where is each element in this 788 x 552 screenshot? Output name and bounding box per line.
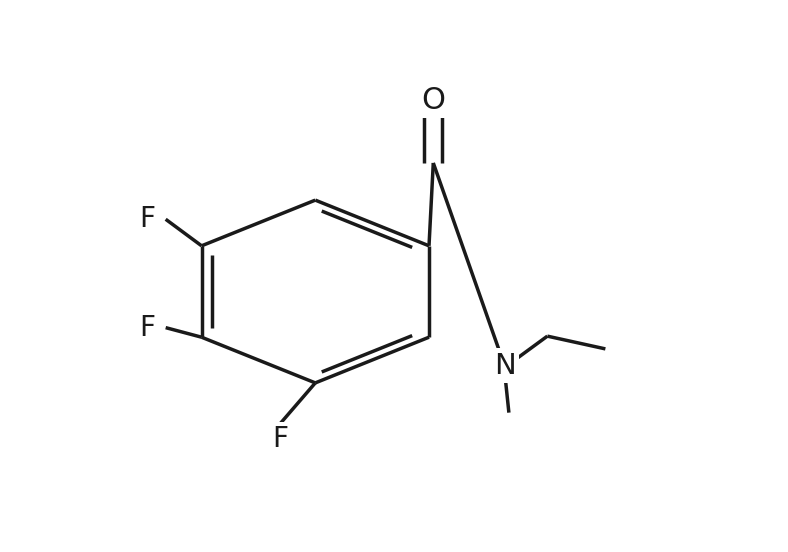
Text: F: F xyxy=(273,425,288,453)
Text: N: N xyxy=(494,352,515,380)
Text: F: F xyxy=(139,314,155,342)
Text: O: O xyxy=(422,86,445,114)
Text: F: F xyxy=(139,205,155,233)
